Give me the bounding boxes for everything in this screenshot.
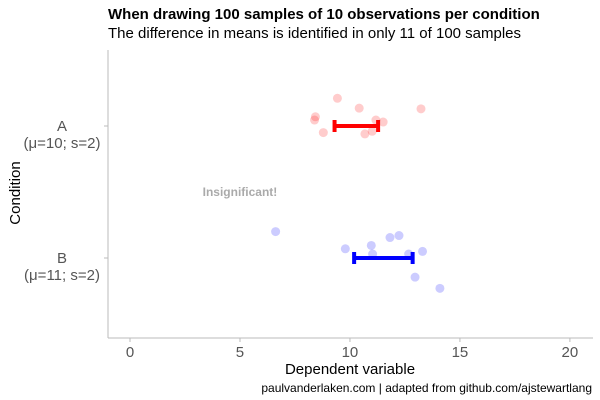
x-tick-label: 5	[236, 344, 244, 361]
data-point	[416, 104, 426, 114]
data-point	[318, 128, 328, 138]
data-point	[340, 244, 350, 254]
y-tick-label: B	[57, 250, 67, 267]
data-point	[310, 112, 320, 122]
data-point	[310, 115, 320, 125]
data-point	[410, 272, 420, 282]
x-tick-label: 10	[342, 344, 359, 361]
chart-subtitle: The difference in means is identified in…	[108, 25, 522, 42]
data-point	[385, 233, 395, 243]
y-tick-label: A	[57, 118, 67, 135]
y-axis-label: Condition	[7, 161, 24, 224]
x-tick-label: 0	[126, 344, 134, 361]
data-point	[354, 103, 364, 113]
x-tick-label: 20	[562, 344, 579, 361]
chart-caption: paulvanderlaken.com | adapted from githu…	[261, 381, 592, 395]
annotation-label: Insignificant!	[203, 185, 278, 199]
data-point	[378, 117, 388, 127]
data-point	[332, 93, 342, 103]
y-tick-sublabel: (μ=10; s=2)	[23, 135, 100, 152]
data-point	[367, 126, 377, 136]
data-point	[435, 283, 445, 293]
data-point	[418, 246, 428, 256]
data-point	[366, 240, 376, 250]
data-point	[394, 231, 404, 241]
x-tick-label: 15	[452, 344, 469, 361]
y-tick-sublabel: (μ=11; s=2)	[24, 267, 100, 284]
data-point	[271, 227, 281, 237]
chart-title: When drawing 100 samples of 10 observati…	[108, 6, 540, 23]
x-axis-label: Dependent variable	[285, 361, 415, 378]
data-point	[360, 129, 370, 139]
